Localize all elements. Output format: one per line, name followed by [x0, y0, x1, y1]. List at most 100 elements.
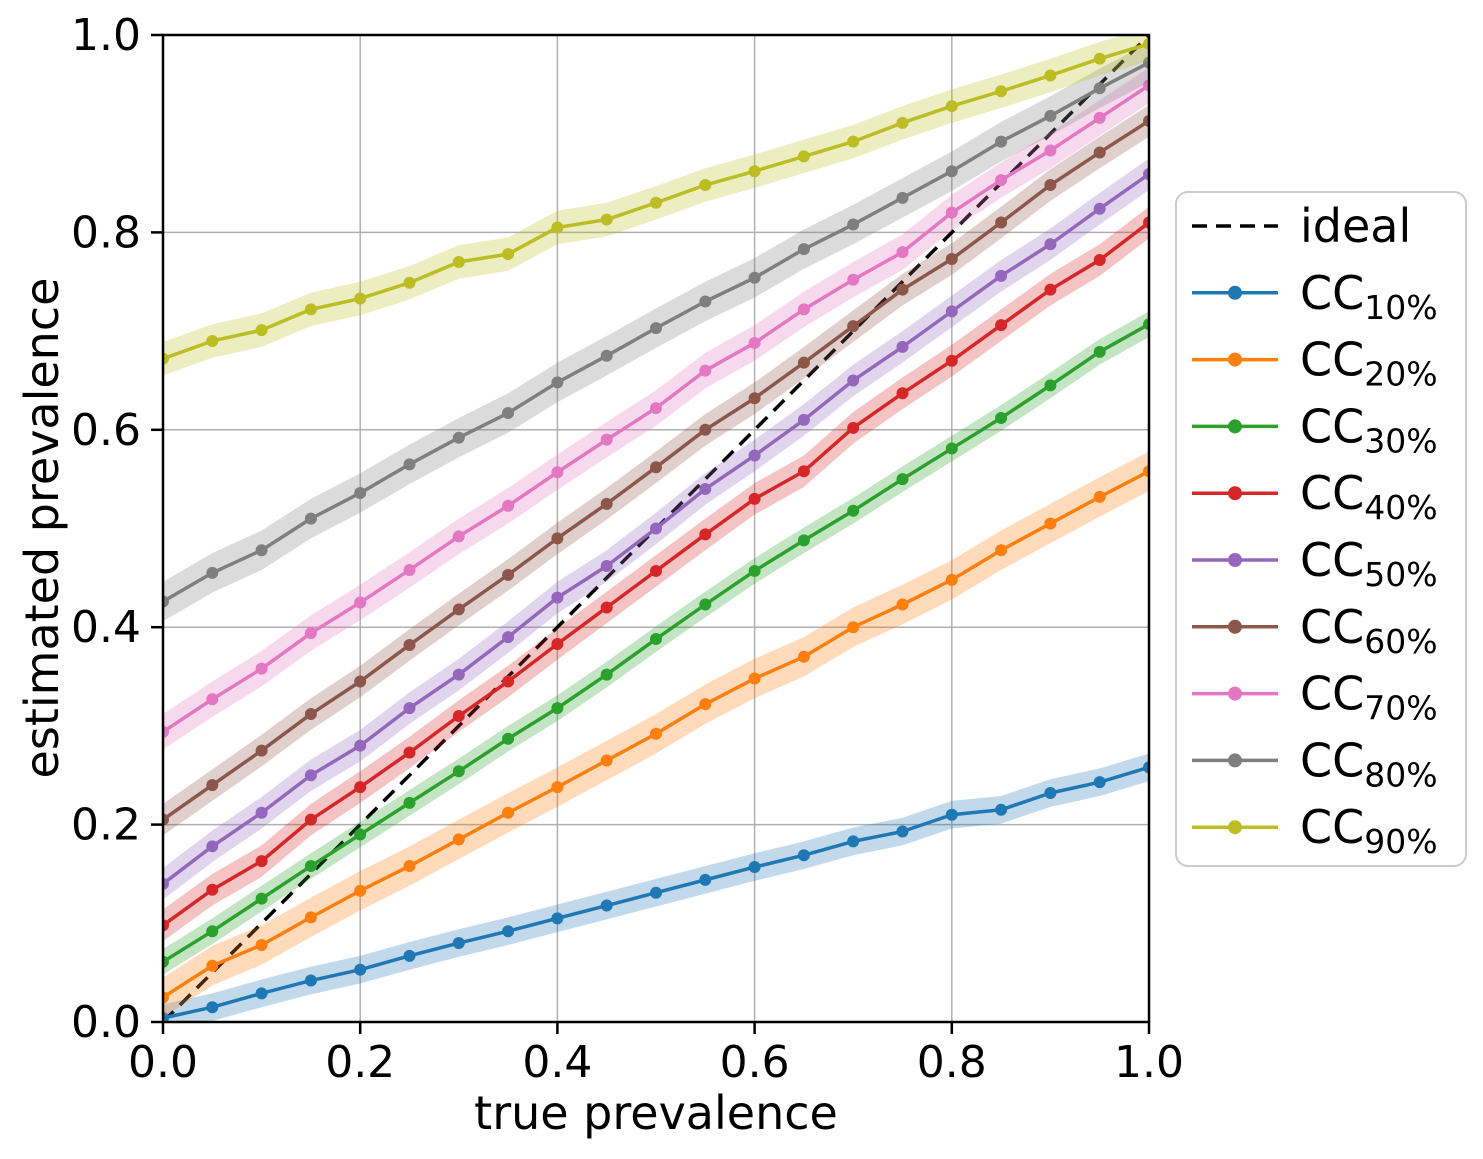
series-marker-cc90 — [502, 248, 515, 261]
series-marker-cc80 — [206, 566, 219, 579]
series-marker-cc60 — [255, 744, 268, 757]
series-marker-cc70 — [452, 530, 465, 543]
series-cc30 — [163, 311, 1149, 975]
series-marker-cc30 — [304, 860, 317, 873]
series-marker-cc30 — [847, 504, 860, 517]
series-marker-cc60 — [452, 603, 465, 616]
series-marker-cc10 — [1093, 776, 1106, 789]
y-tick-label: 0.4 — [71, 602, 141, 653]
series-cc20 — [163, 451, 1149, 1018]
series-marker-cc50 — [945, 305, 958, 318]
series-marker-cc20 — [995, 544, 1008, 557]
series-marker-cc20 — [163, 991, 169, 1004]
series-marker-cc90 — [1143, 37, 1149, 50]
series-marker-cc60 — [551, 532, 564, 545]
series-marker-cc10 — [995, 803, 1008, 816]
series-marker-cc70 — [551, 466, 564, 479]
series-marker-cc10 — [847, 835, 860, 848]
legend-marker-cc80 — [1228, 753, 1242, 768]
series-marker-cc40 — [403, 746, 416, 759]
series-marker-cc30 — [797, 534, 810, 547]
legend-label-cc30: CC30% — [1300, 399, 1438, 460]
series-marker-cc80 — [748, 271, 761, 284]
series-marker-cc80 — [1143, 56, 1149, 69]
series-marker-cc90 — [995, 85, 1008, 98]
series-marker-cc20 — [748, 672, 761, 685]
x-axis-label: true prevalence — [474, 1086, 838, 1140]
series-marker-cc50 — [748, 449, 761, 462]
series-marker-cc90 — [551, 221, 564, 234]
series-marker-cc80 — [1044, 109, 1057, 122]
series-marker-cc60 — [1093, 146, 1106, 159]
series-marker-cc10 — [354, 963, 367, 976]
series-marker-cc50 — [600, 560, 613, 573]
series-marker-cc30 — [163, 955, 169, 968]
series-marker-cc50 — [896, 340, 909, 353]
series-marker-cc60 — [1044, 179, 1057, 192]
legend-label-cc50: CC50% — [1300, 533, 1438, 594]
series-marker-cc50 — [1093, 202, 1106, 215]
series-marker-cc90 — [403, 276, 416, 289]
series-marker-cc70 — [650, 402, 662, 415]
series-marker-cc30 — [502, 732, 515, 745]
series-marker-cc40 — [797, 465, 810, 478]
series-marker-cc40 — [255, 855, 268, 868]
legend-marker-cc10 — [1228, 285, 1242, 300]
series-marker-cc20 — [847, 621, 860, 634]
legend-marker-cc70 — [1228, 686, 1242, 701]
series-marker-cc20 — [403, 860, 416, 873]
legend-item-cc90: CC90% — [1192, 800, 1438, 861]
legend-label-cc60: CC60% — [1300, 600, 1438, 661]
series-marker-cc50 — [551, 591, 564, 604]
series-marker-cc70 — [896, 246, 909, 259]
series-marker-cc60 — [1143, 114, 1149, 127]
series-marker-cc40 — [650, 564, 662, 577]
series-marker-cc10 — [163, 1012, 169, 1022]
series-marker-cc40 — [1143, 216, 1149, 229]
x-tick-label: 0.4 — [522, 1037, 592, 1088]
axis-ticks: 0.0 0.2 0.4 0.6 0.8 1.0 0.0 0.2 0.4 0.6 0.8 1.0 — [71, 10, 1184, 1088]
y-tick-label: 0.8 — [71, 207, 141, 258]
legend-item-cc50: CC50% — [1192, 533, 1438, 594]
series-marker-cc50 — [304, 769, 317, 782]
plot-area — [163, 35, 1149, 1022]
series-marker-cc70 — [163, 725, 169, 738]
series-marker-cc10 — [600, 899, 613, 912]
legend-label-cc20: CC20% — [1300, 333, 1438, 394]
series-marker-cc40 — [1044, 283, 1057, 296]
legend-item-cc30: CC30% — [1192, 399, 1438, 460]
series-marker-cc30 — [748, 564, 761, 577]
series-marker-cc40 — [847, 421, 860, 434]
legend-item-cc80: CC80% — [1192, 733, 1438, 794]
series-marker-cc10 — [304, 974, 317, 987]
series-marker-cc80 — [255, 544, 268, 557]
series-marker-cc10 — [551, 912, 564, 925]
series-marker-cc80 — [403, 458, 416, 471]
series-marker-cc20 — [255, 939, 268, 952]
series-marker-cc40 — [699, 528, 712, 541]
y-axis-label: estimated prevalence — [15, 277, 69, 779]
series-marker-cc10 — [403, 949, 416, 962]
series-marker-cc90 — [452, 256, 465, 269]
x-tick-label: 0.6 — [720, 1037, 790, 1088]
series-marker-cc30 — [255, 892, 268, 905]
series-marker-cc90 — [748, 165, 761, 178]
legend-item-cc40: CC40% — [1192, 466, 1438, 527]
series-marker-cc90 — [206, 334, 219, 347]
series-cc60 — [163, 105, 1149, 836]
series-marker-cc60 — [206, 779, 219, 792]
legend-label-cc40: CC40% — [1300, 466, 1438, 527]
series-marker-cc40 — [995, 319, 1008, 332]
series-marker-cc80 — [452, 431, 465, 444]
series-marker-cc90 — [304, 303, 317, 316]
series-marker-cc30 — [1093, 345, 1106, 358]
legend-label-ideal: ideal — [1300, 199, 1411, 253]
x-tick-label: 1.0 — [1114, 1037, 1184, 1088]
series-cc10 — [163, 753, 1149, 1022]
series-marker-cc30 — [945, 442, 958, 455]
y-tick-label: 0.2 — [71, 800, 141, 851]
series-marker-cc20 — [600, 754, 613, 767]
series-marker-cc50 — [255, 806, 268, 819]
series-marker-cc40 — [206, 883, 219, 896]
series-marker-cc10 — [650, 886, 662, 899]
